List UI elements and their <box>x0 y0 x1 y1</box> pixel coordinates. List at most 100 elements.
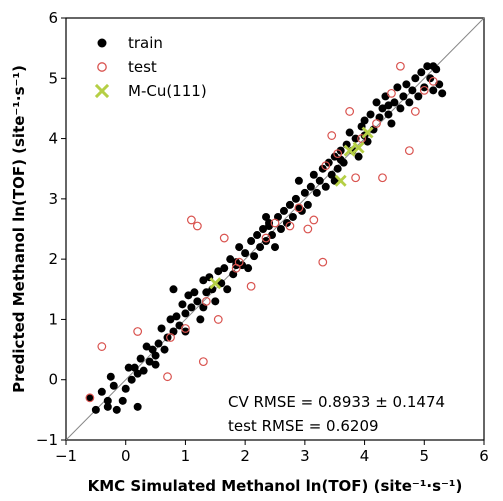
mcu-point <box>343 144 356 157</box>
train-point <box>187 303 196 312</box>
legend-marker-mcu <box>94 83 110 99</box>
train-point <box>405 98 414 107</box>
y-tick-label: 4 <box>48 130 58 148</box>
test-point <box>357 134 366 143</box>
train-point <box>118 396 127 405</box>
test-point <box>294 203 304 213</box>
mcu-point-stroke <box>343 144 356 157</box>
train-point <box>262 237 271 246</box>
train-point <box>393 83 402 92</box>
train-point <box>166 315 175 324</box>
train-point <box>327 170 336 179</box>
train-point <box>291 194 300 203</box>
train-point <box>181 327 190 336</box>
train-point <box>429 62 438 71</box>
train-point <box>85 393 94 402</box>
train-point <box>384 101 393 110</box>
train-point <box>408 86 417 95</box>
x-tick-label: 6 <box>479 447 489 465</box>
legend-marker-test <box>97 62 107 72</box>
train-point <box>214 267 223 276</box>
train-point <box>372 98 381 107</box>
train-point <box>124 363 133 372</box>
test-point <box>198 357 208 367</box>
train-point <box>423 62 432 71</box>
x-axis-label: KMC Simulated Methanol ln(TOF) (site⁻¹·s… <box>88 477 463 495</box>
train-point <box>193 297 202 306</box>
y-tick-label: 3 <box>48 190 58 208</box>
train-point <box>271 243 279 252</box>
train-point <box>303 200 312 209</box>
x-tick-label: 4 <box>360 447 370 465</box>
train-point <box>223 285 232 294</box>
y-tick-label: 0 <box>48 371 58 389</box>
train-point <box>333 164 342 173</box>
test-point <box>85 393 95 403</box>
train-point <box>438 89 447 98</box>
test-point <box>213 315 223 324</box>
legend-label-mcu: M-Cu(111) <box>128 82 207 100</box>
train-point <box>288 212 297 221</box>
train-point <box>160 345 169 354</box>
train-point <box>178 300 187 309</box>
train-point <box>300 188 309 197</box>
test-point <box>201 296 211 306</box>
mcu-point <box>334 174 347 187</box>
train-point <box>106 372 115 381</box>
train-point <box>151 360 160 369</box>
train-point <box>133 369 142 378</box>
train-point <box>390 98 399 107</box>
mcu-point <box>361 126 374 139</box>
train-point <box>420 83 429 92</box>
test-point <box>219 233 229 243</box>
train-point <box>145 357 154 366</box>
train-point <box>220 264 229 273</box>
train-point <box>91 405 100 414</box>
train-point <box>417 68 426 77</box>
test-point <box>428 76 438 86</box>
train-point <box>276 225 285 233</box>
mcu-point-stroke <box>361 126 374 139</box>
train-point <box>378 104 387 113</box>
train-point <box>244 264 253 273</box>
train-point <box>181 309 190 318</box>
train-point <box>199 276 208 285</box>
train-point <box>226 255 235 264</box>
test-point <box>166 333 175 342</box>
train-point <box>184 291 193 300</box>
test-point <box>303 224 313 234</box>
test-point <box>396 61 405 71</box>
train-point <box>163 333 172 342</box>
train-point <box>109 381 118 390</box>
y-tick-label: 1 <box>48 310 58 328</box>
legend-marker-train <box>97 38 107 48</box>
train-point <box>250 252 259 261</box>
mcu-point-stroke <box>209 277 222 290</box>
test-point <box>327 131 337 140</box>
test-point <box>192 221 202 231</box>
train-point <box>142 342 151 351</box>
train-point <box>384 110 393 119</box>
train-point <box>285 200 294 209</box>
test-point <box>318 257 328 267</box>
train-point <box>172 312 181 321</box>
train-point <box>306 182 315 191</box>
train-point <box>133 402 142 411</box>
test-point <box>181 324 190 333</box>
train-point <box>151 351 160 360</box>
test-point <box>285 221 295 231</box>
y-tick-label: 6 <box>48 9 58 27</box>
test-point <box>345 107 355 116</box>
mcu-point-stroke <box>352 141 365 154</box>
train-point <box>235 243 244 252</box>
train-point <box>121 384 130 393</box>
train-point <box>312 188 321 197</box>
train-point <box>130 363 139 372</box>
train-point <box>414 92 423 101</box>
test-point <box>333 149 343 159</box>
test-point <box>270 218 280 228</box>
train-point <box>321 182 330 191</box>
test-point <box>321 161 331 171</box>
train-point <box>366 110 375 119</box>
